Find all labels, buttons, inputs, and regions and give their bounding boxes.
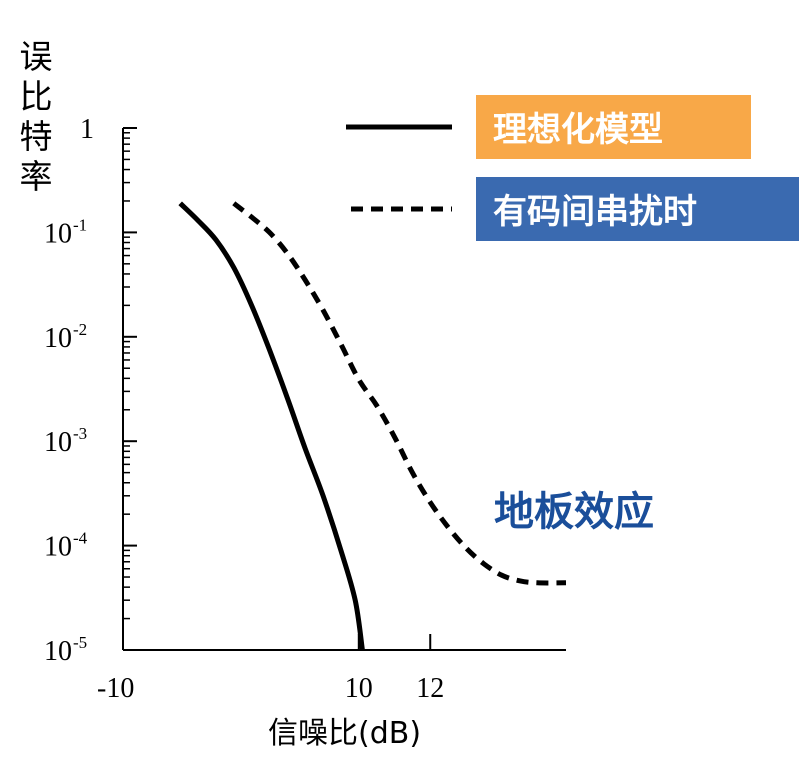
y-tick-label: 10 [44, 532, 72, 563]
y-tick-label: 10 [44, 427, 72, 458]
y-axis-title-char: 误 [20, 37, 53, 76]
y-axis-ticks [123, 127, 137, 651]
y-tick-label-exponent: -4 [73, 529, 88, 548]
series-line-0 [178, 201, 365, 651]
y-tick-label-exponent: -5 [73, 633, 87, 652]
y-tick-label-exponent: -2 [73, 320, 87, 339]
legend-label-ideal: 理想化模型 [493, 110, 663, 150]
legend-label-isi: 有码间串扰时 [493, 192, 697, 232]
y-tick-label-exponent: -3 [73, 424, 87, 443]
y-tick-label-exponent: -1 [73, 215, 87, 234]
y-axis-tick-labels: 110-110-210-310-410-5 [44, 114, 94, 667]
series-group [178, 201, 567, 651]
x-tick-label: 12 [416, 673, 444, 704]
y-tick-label: 10 [44, 636, 72, 667]
error-floor-annotation: 地板效应 [494, 489, 654, 535]
legend-box-isi [476, 177, 799, 241]
legend: 理想化模型 有码间串扰时 [346, 95, 799, 241]
x-extra-label: -10 [97, 673, 134, 704]
y-tick-label: 10 [44, 218, 72, 249]
x-axis-title: 信噪比(dB) [268, 716, 421, 751]
x-axis-ticks: 10 12 [345, 634, 444, 704]
x-tick-label: 10 [345, 673, 373, 704]
y-tick-label: 10 [44, 323, 72, 354]
y-axis-title-char: 率 [20, 157, 53, 196]
y-axis-title-char: 特 [20, 117, 53, 156]
series-line-1 [232, 201, 567, 586]
legend-box-ideal [476, 95, 751, 159]
y-tick-label: 1 [80, 114, 94, 145]
y-axis-title-char: 比 [20, 77, 53, 116]
